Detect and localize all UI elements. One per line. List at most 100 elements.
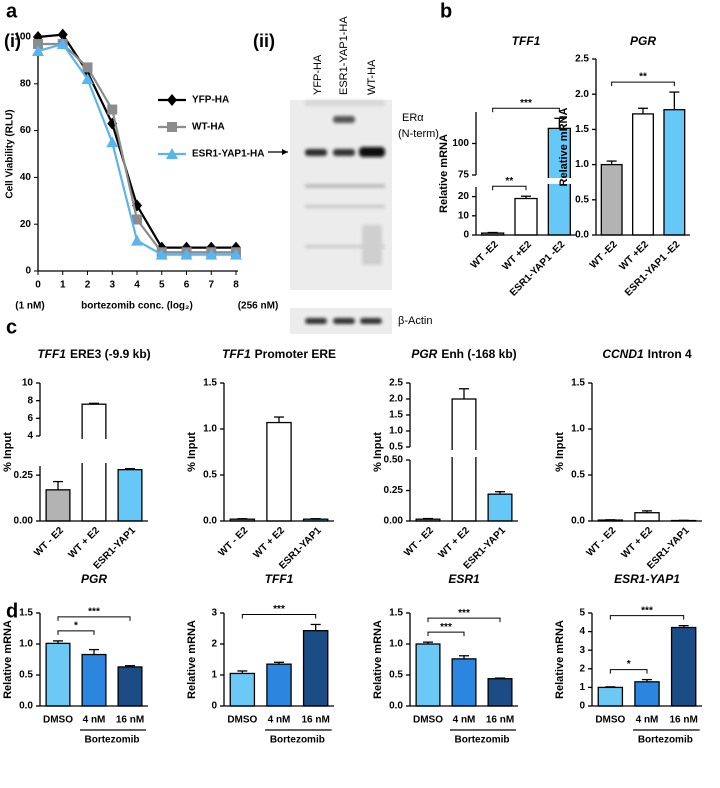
axis-break bbox=[404, 450, 520, 457]
error-bar bbox=[125, 665, 135, 667]
x-tick-label: 4 nM bbox=[636, 715, 659, 726]
error-bar bbox=[274, 661, 284, 665]
chart-title: TFF1 bbox=[265, 572, 294, 586]
group-label: Bortezomib bbox=[85, 735, 140, 746]
title-gene: ESR1-YAP1 bbox=[614, 572, 680, 586]
bar bbox=[229, 672, 256, 707]
group-label: Bortezomib bbox=[638, 735, 693, 746]
significance-bracket bbox=[609, 615, 685, 620]
x-tick-label: 1 bbox=[60, 280, 66, 291]
error-bar bbox=[459, 388, 469, 399]
point bbox=[57, 28, 68, 41]
y-tick-label: 0.5 bbox=[19, 670, 33, 681]
y-tick-label: 0.0 bbox=[575, 230, 589, 241]
x-tick-label: ESR1-YAP1 -E2 bbox=[623, 239, 683, 299]
x-axis-note: (256 nM) bbox=[238, 301, 279, 312]
y-tick-label: 1.5 bbox=[575, 124, 589, 135]
x-tick-label: 5 bbox=[159, 280, 165, 291]
y-axis-label: Relative mRNA bbox=[554, 620, 566, 699]
group-label: Bortezomib bbox=[455, 735, 510, 746]
y-tick-label: 3 bbox=[211, 608, 217, 619]
y-tick-label: 1.0 bbox=[203, 424, 217, 435]
y-tick-label: 1.0 bbox=[389, 426, 403, 437]
error-bar bbox=[53, 480, 63, 490]
panel-label: (ii) bbox=[253, 31, 275, 51]
point bbox=[82, 62, 93, 73]
panel-label: b bbox=[440, 0, 452, 22]
y-tick-label: 100 bbox=[452, 138, 469, 149]
y-tick-label: 80 bbox=[20, 78, 32, 89]
bar bbox=[514, 197, 538, 236]
x-tick-label: WT - E2 bbox=[585, 525, 619, 559]
x-tick-label: WT +E2 bbox=[500, 239, 534, 273]
y-tick-label: 0.5 bbox=[203, 470, 217, 481]
y-tick-label: 0.5 bbox=[389, 442, 403, 453]
significance-bracket bbox=[492, 107, 560, 113]
significance-bracket bbox=[427, 617, 501, 623]
panel-label: d bbox=[6, 600, 18, 622]
x-tick-label: 3 bbox=[109, 280, 115, 291]
significance-label: *** bbox=[641, 605, 653, 616]
significance-label: * bbox=[74, 621, 78, 632]
significance-bracket bbox=[427, 631, 465, 637]
panel-label: a bbox=[6, 0, 18, 22]
y-tick-label: 1.5 bbox=[389, 410, 403, 421]
error-bar bbox=[89, 648, 99, 655]
significance-label: *** bbox=[520, 98, 532, 109]
x-axis-note: (1 nM) bbox=[15, 301, 44, 312]
bar bbox=[670, 626, 697, 707]
error-bar bbox=[642, 510, 652, 513]
chart-title: PGR Enh (-168 kb) bbox=[411, 347, 516, 361]
bar bbox=[266, 421, 292, 522]
y-tick-label: 0.25 bbox=[14, 470, 34, 481]
significance-bracket bbox=[609, 669, 648, 674]
bar bbox=[597, 686, 624, 707]
legend-label: ESR1-YAP1-HA bbox=[192, 149, 264, 160]
error-bar bbox=[642, 678, 652, 682]
x-tick-label: WT - E2 bbox=[217, 525, 251, 559]
y-tick-label: 20 bbox=[458, 191, 470, 202]
significance-bracket bbox=[611, 81, 675, 87]
title-gene: TFF1 bbox=[265, 572, 294, 586]
y-tick-label: 60 bbox=[20, 125, 32, 136]
axis-break bbox=[34, 439, 150, 463]
y-tick-label: 4 bbox=[27, 431, 33, 442]
x-tick-label: 16 nM bbox=[116, 715, 144, 726]
x-tick-label: 4 nM bbox=[268, 715, 291, 726]
error-bar bbox=[459, 655, 469, 659]
y-tick-label: 0.5 bbox=[575, 194, 589, 205]
y-tick-label: 0.50 bbox=[384, 455, 404, 466]
chart-title: CCND1 Intron 4 bbox=[602, 347, 692, 361]
y-tick-label: 1 bbox=[579, 682, 585, 693]
point bbox=[56, 38, 69, 50]
y-tick-label: 1.0 bbox=[571, 424, 585, 435]
chart-title: TFF1 ERE3 (-9.9 kb) bbox=[37, 347, 150, 361]
significance-bracket bbox=[492, 185, 527, 191]
error-bar bbox=[487, 231, 498, 234]
axis-break bbox=[470, 178, 578, 184]
title-gene: TFF1 bbox=[512, 34, 541, 48]
bar bbox=[634, 681, 660, 707]
y-tick-label: 10 bbox=[458, 210, 470, 221]
significance-label: ** bbox=[639, 72, 647, 83]
significance-label: ** bbox=[505, 176, 513, 187]
error-bar bbox=[423, 641, 433, 644]
y-axis-label: Relative mRNA bbox=[372, 620, 384, 699]
y-tick-label: 0 bbox=[579, 701, 585, 712]
error-bar bbox=[89, 402, 99, 405]
y-tick-label: 0 bbox=[25, 266, 31, 277]
x-tick-label: WT + E2 bbox=[437, 525, 473, 561]
y-axis-label: Relative mRNA bbox=[2, 620, 14, 699]
y-tick-label: 0.0 bbox=[571, 516, 585, 527]
chart-title: ESR1 bbox=[448, 572, 480, 586]
error-bar bbox=[521, 195, 531, 199]
blot-loading: β-Actin bbox=[398, 315, 432, 327]
y-tick-label: 75 bbox=[458, 170, 470, 181]
x-axis-label: bortezomib conc. (log₂) bbox=[81, 301, 193, 312]
error-bar bbox=[310, 623, 321, 631]
error-bar bbox=[554, 117, 565, 129]
chart-title: ESR1-YAP1 bbox=[614, 572, 680, 586]
y-tick-label: 20 bbox=[20, 219, 32, 230]
y-axis-label: Cell Viability (RLU) bbox=[5, 109, 16, 198]
panel-label: (i) bbox=[4, 31, 21, 51]
